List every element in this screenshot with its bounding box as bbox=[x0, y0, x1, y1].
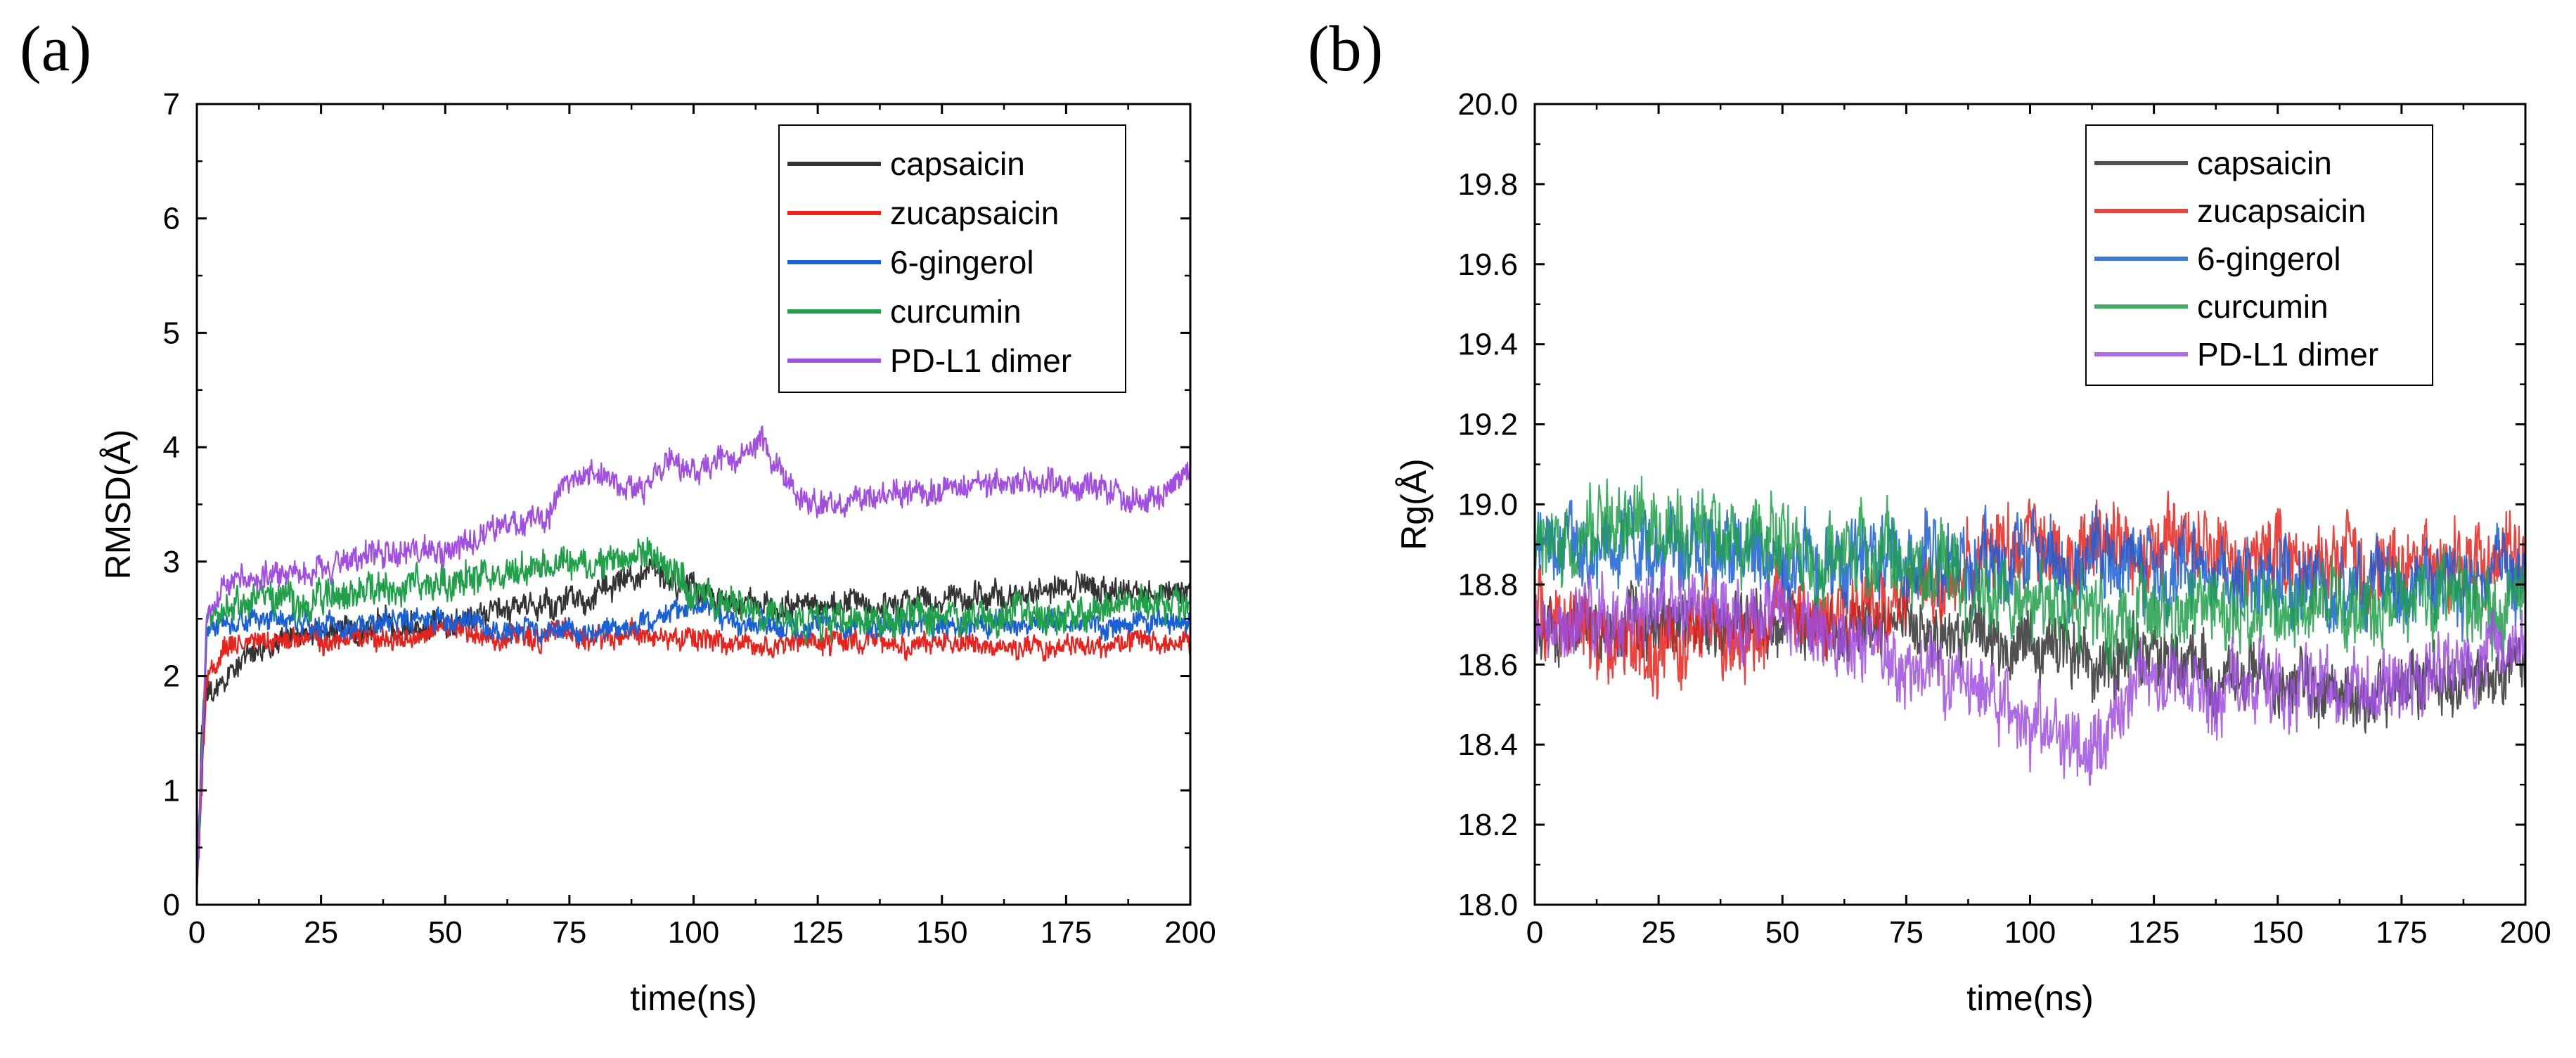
panel-a: (a) 0 25 50 75 100 125 150 175 200 0 1 2 3 4 5 6 7 time(ns… bbox=[20, 13, 1216, 1018]
y-tick-label: 18.2 bbox=[1457, 808, 1518, 842]
legend-label: zucapsaicin bbox=[890, 195, 1059, 231]
x-tick-label: 125 bbox=[792, 915, 843, 950]
y-tick-label: 18.8 bbox=[1457, 567, 1518, 602]
legend-label: 6-gingerol bbox=[890, 244, 1034, 280]
y-axis-title: Rg(Å) bbox=[1394, 458, 1434, 550]
x-axis-title: time(ns) bbox=[630, 979, 757, 1018]
y-tick-label: 5 bbox=[163, 316, 180, 350]
x-tick-label: 125 bbox=[2128, 915, 2179, 950]
y-tick-label: 19.6 bbox=[1457, 247, 1518, 282]
x-tick-label: 100 bbox=[2004, 915, 2056, 950]
y-tick-label: 7 bbox=[163, 87, 180, 122]
y-tick-label: 0 bbox=[163, 888, 180, 922]
series-group bbox=[1535, 475, 2525, 786]
x-tick-label: 75 bbox=[552, 915, 586, 950]
legend-label: PD-L1 dimer bbox=[890, 342, 1071, 379]
series-line-6-gingerol bbox=[197, 598, 1190, 894]
y-tick-label: 20.0 bbox=[1457, 87, 1518, 122]
legend-label: PD-L1 dimer bbox=[2197, 336, 2378, 373]
series-line-curcumin bbox=[1535, 475, 2525, 675]
series-line-pd-l1-dimer bbox=[1535, 565, 2525, 786]
x-tick-label: 200 bbox=[1164, 915, 1216, 950]
x-tick-label: 50 bbox=[428, 915, 463, 950]
x-tick-label: 200 bbox=[2499, 915, 2551, 950]
panel-label: (a) bbox=[20, 13, 91, 84]
legend-box bbox=[2085, 124, 2433, 386]
y-tick-label: 19.4 bbox=[1457, 328, 1518, 362]
legend-label: curcumin bbox=[890, 293, 1022, 330]
legend: capsaicin zucapsaicin 6-gingerol curcumin PD… bbox=[778, 124, 1126, 393]
y-tick-label: 18.4 bbox=[1457, 728, 1518, 762]
x-tick-label: 150 bbox=[2252, 915, 2303, 950]
y-tick-label: 18.6 bbox=[1457, 647, 1518, 682]
series-line-pd-l1-dimer bbox=[197, 425, 1190, 894]
x-tick-label: 25 bbox=[304, 915, 338, 950]
y-tick-label: 6 bbox=[163, 202, 180, 236]
legend: capsaicin zucapsaicin 6-gingerol curcumin PD… bbox=[2085, 124, 2433, 386]
y-tick-label: 4 bbox=[163, 430, 180, 465]
x-tick-label: 175 bbox=[2376, 915, 2427, 950]
legend-label: zucapsaicin bbox=[2197, 193, 2366, 229]
legend-label: capsaicin bbox=[2197, 145, 2332, 181]
y-tick-label: 19.8 bbox=[1457, 167, 1518, 202]
legend-label: capsaicin bbox=[890, 146, 1025, 182]
series-line-zucapsaicin bbox=[197, 617, 1190, 894]
x-tick-label: 0 bbox=[188, 915, 205, 950]
x-tick-label: 175 bbox=[1041, 915, 1092, 950]
panel-label: (b) bbox=[1308, 13, 1383, 84]
x-tick-label: 25 bbox=[1642, 915, 1676, 950]
y-tick-label: 2 bbox=[163, 659, 180, 694]
legend-box bbox=[778, 124, 1126, 393]
legend-label: 6-gingerol bbox=[2197, 240, 2341, 277]
x-tick-label: 50 bbox=[1765, 915, 1800, 950]
y-tick-label: 18.0 bbox=[1457, 888, 1518, 922]
legend-label: curcumin bbox=[2197, 288, 2329, 325]
y-tick-label: 1 bbox=[163, 773, 180, 808]
y-tick-label: 3 bbox=[163, 545, 180, 579]
y-tick-label: 19.2 bbox=[1457, 408, 1518, 442]
series-line-curcumin bbox=[197, 536, 1190, 894]
y-tick-label: 19.0 bbox=[1457, 488, 1518, 522]
x-tick-label: 75 bbox=[1889, 915, 1924, 950]
x-axis-title: time(ns) bbox=[1966, 979, 2094, 1018]
panel-b: (b) 0 25 50 75 100 125 150 175 200 18.0 18.2 18.4 18.… bbox=[1308, 13, 2551, 1018]
series-group bbox=[197, 425, 1190, 894]
x-tick-label: 0 bbox=[1526, 915, 1543, 950]
y-axis-title: RMSD(Å) bbox=[98, 430, 138, 580]
x-tick-label: 100 bbox=[668, 915, 719, 950]
x-tick-label: 150 bbox=[916, 915, 967, 950]
